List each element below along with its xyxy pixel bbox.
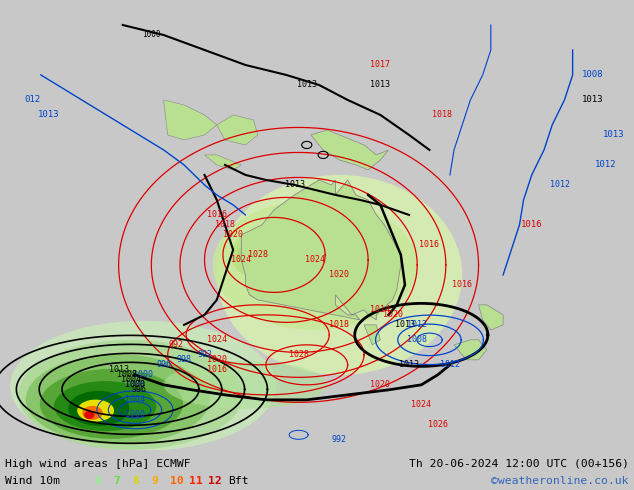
Ellipse shape (26, 354, 210, 444)
Text: 1004: 1004 (125, 395, 145, 404)
Text: 1000: 1000 (125, 380, 145, 390)
Text: 1020: 1020 (383, 310, 403, 319)
Text: 1018: 1018 (215, 220, 235, 229)
Text: 1008: 1008 (407, 335, 427, 344)
Text: 1013: 1013 (108, 366, 129, 374)
Ellipse shape (237, 235, 327, 275)
Text: 992: 992 (197, 350, 212, 359)
Ellipse shape (10, 321, 276, 451)
Text: 1020: 1020 (223, 230, 243, 240)
Text: 11: 11 (189, 476, 203, 486)
Text: 1000: 1000 (133, 370, 153, 379)
Text: 1000: 1000 (125, 410, 145, 419)
Text: 1026: 1026 (428, 420, 448, 429)
Text: 1012: 1012 (550, 180, 571, 190)
Text: 1020: 1020 (330, 270, 349, 279)
Ellipse shape (212, 200, 417, 330)
Text: 9: 9 (151, 476, 158, 486)
Text: 1016: 1016 (521, 220, 543, 229)
Text: 996: 996 (132, 385, 146, 394)
Text: 12: 12 (208, 476, 222, 486)
Text: 1024: 1024 (207, 335, 227, 344)
Text: 10: 10 (170, 476, 184, 486)
Text: Bft: Bft (228, 476, 249, 486)
Text: 8: 8 (132, 476, 139, 486)
Text: 1024: 1024 (305, 255, 325, 265)
Ellipse shape (217, 175, 462, 375)
Text: 012: 012 (25, 96, 41, 104)
Text: 1014: 1014 (370, 305, 391, 315)
Text: 1008: 1008 (583, 71, 604, 79)
Ellipse shape (84, 411, 94, 419)
Ellipse shape (68, 391, 129, 426)
Text: 1016: 1016 (207, 210, 227, 220)
Text: 1012: 1012 (595, 160, 616, 170)
Text: ©weatheronline.co.uk: ©weatheronline.co.uk (491, 476, 629, 486)
Text: 1013: 1013 (38, 110, 60, 120)
Polygon shape (311, 130, 389, 170)
Text: 1012: 1012 (440, 360, 460, 369)
Text: 1028: 1028 (288, 350, 309, 359)
Text: 1020: 1020 (370, 380, 391, 390)
Text: 1017: 1017 (370, 60, 391, 70)
Text: 1013: 1013 (583, 96, 604, 104)
Ellipse shape (40, 369, 183, 439)
Polygon shape (217, 115, 257, 145)
Ellipse shape (77, 399, 114, 421)
Text: 1028: 1028 (248, 250, 268, 259)
Text: 1013: 1013 (603, 130, 624, 140)
Text: 1000: 1000 (142, 30, 160, 40)
Ellipse shape (54, 381, 156, 431)
Polygon shape (454, 340, 487, 360)
Text: 996: 996 (156, 360, 171, 369)
Ellipse shape (82, 406, 103, 420)
Text: 1013: 1013 (395, 320, 415, 329)
Text: 1016: 1016 (452, 280, 472, 290)
Text: 1013: 1013 (399, 360, 419, 369)
Text: 1018: 1018 (330, 320, 349, 329)
Ellipse shape (164, 361, 327, 409)
Text: 6: 6 (94, 476, 101, 486)
Text: 1008: 1008 (117, 370, 137, 379)
Text: 992: 992 (332, 435, 347, 444)
Text: 7: 7 (113, 476, 120, 486)
Text: High wind areas [hPa] ECMWF: High wind areas [hPa] ECMWF (5, 459, 191, 468)
Text: 1024: 1024 (411, 400, 431, 409)
Polygon shape (164, 100, 217, 140)
Text: Wind 10m: Wind 10m (5, 476, 60, 486)
Polygon shape (242, 180, 401, 320)
Text: 1004: 1004 (121, 375, 141, 384)
Text: 1013: 1013 (370, 80, 391, 90)
Text: 1024: 1024 (231, 255, 251, 265)
Polygon shape (479, 305, 503, 330)
Text: 1012: 1012 (407, 320, 427, 329)
Text: 1016: 1016 (207, 366, 227, 374)
Text: 992: 992 (169, 341, 183, 349)
Polygon shape (205, 155, 242, 170)
Text: 998: 998 (176, 355, 191, 365)
Polygon shape (364, 325, 380, 345)
Text: 1013: 1013 (297, 80, 317, 90)
Text: 1008: 1008 (125, 380, 145, 390)
Text: 1018: 1018 (432, 110, 452, 120)
Text: 1020: 1020 (207, 355, 227, 365)
Ellipse shape (231, 220, 366, 290)
Text: Th 20-06-2024 12:00 UTC (00+156): Th 20-06-2024 12:00 UTC (00+156) (409, 459, 629, 468)
Ellipse shape (18, 340, 243, 450)
Text: 1013: 1013 (285, 180, 304, 190)
Text: 1016: 1016 (420, 241, 439, 249)
